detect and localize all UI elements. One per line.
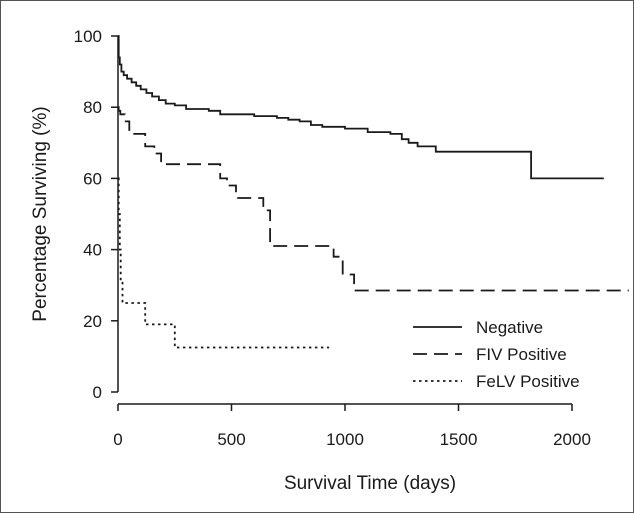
legend: Negative FIV Positive FeLV Positive (413, 318, 580, 391)
y-tick-label: 20 (83, 312, 102, 331)
y-tick-label: 40 (83, 241, 102, 260)
x-tick-label: 0 (113, 430, 122, 449)
x-ticks: 0 500 1000 1500 2000 (113, 404, 591, 449)
y-tick-label: 100 (74, 27, 102, 46)
y-tick-label: 80 (83, 98, 102, 117)
y-tick-label: 60 (83, 169, 102, 188)
series-line-negative (117, 35, 604, 180)
legend-label-negative: Negative (476, 318, 543, 337)
x-tick-label: 1000 (326, 430, 364, 449)
y-tick-label: 0 (93, 383, 102, 402)
y-axis-title: Percentage Surviving (%) (30, 106, 51, 321)
legend-label-felv-positive: FeLV Positive (476, 372, 580, 391)
x-tick-label: 500 (217, 430, 245, 449)
x-tick-label: 2000 (553, 430, 591, 449)
x-tick-label: 1500 (440, 430, 478, 449)
legend-label-fiv-positive: FIV Positive (476, 345, 567, 364)
series-group (117, 35, 629, 349)
x-axis: 0 500 1000 1500 2000 (113, 403, 591, 449)
y-ticks: 0 20 40 60 80 100 (74, 27, 118, 402)
series-line-felv-positive (117, 177, 330, 349)
x-axis-title: Survival Time (days) (284, 473, 456, 494)
y-axis: 0 20 40 60 80 100 (74, 27, 119, 402)
